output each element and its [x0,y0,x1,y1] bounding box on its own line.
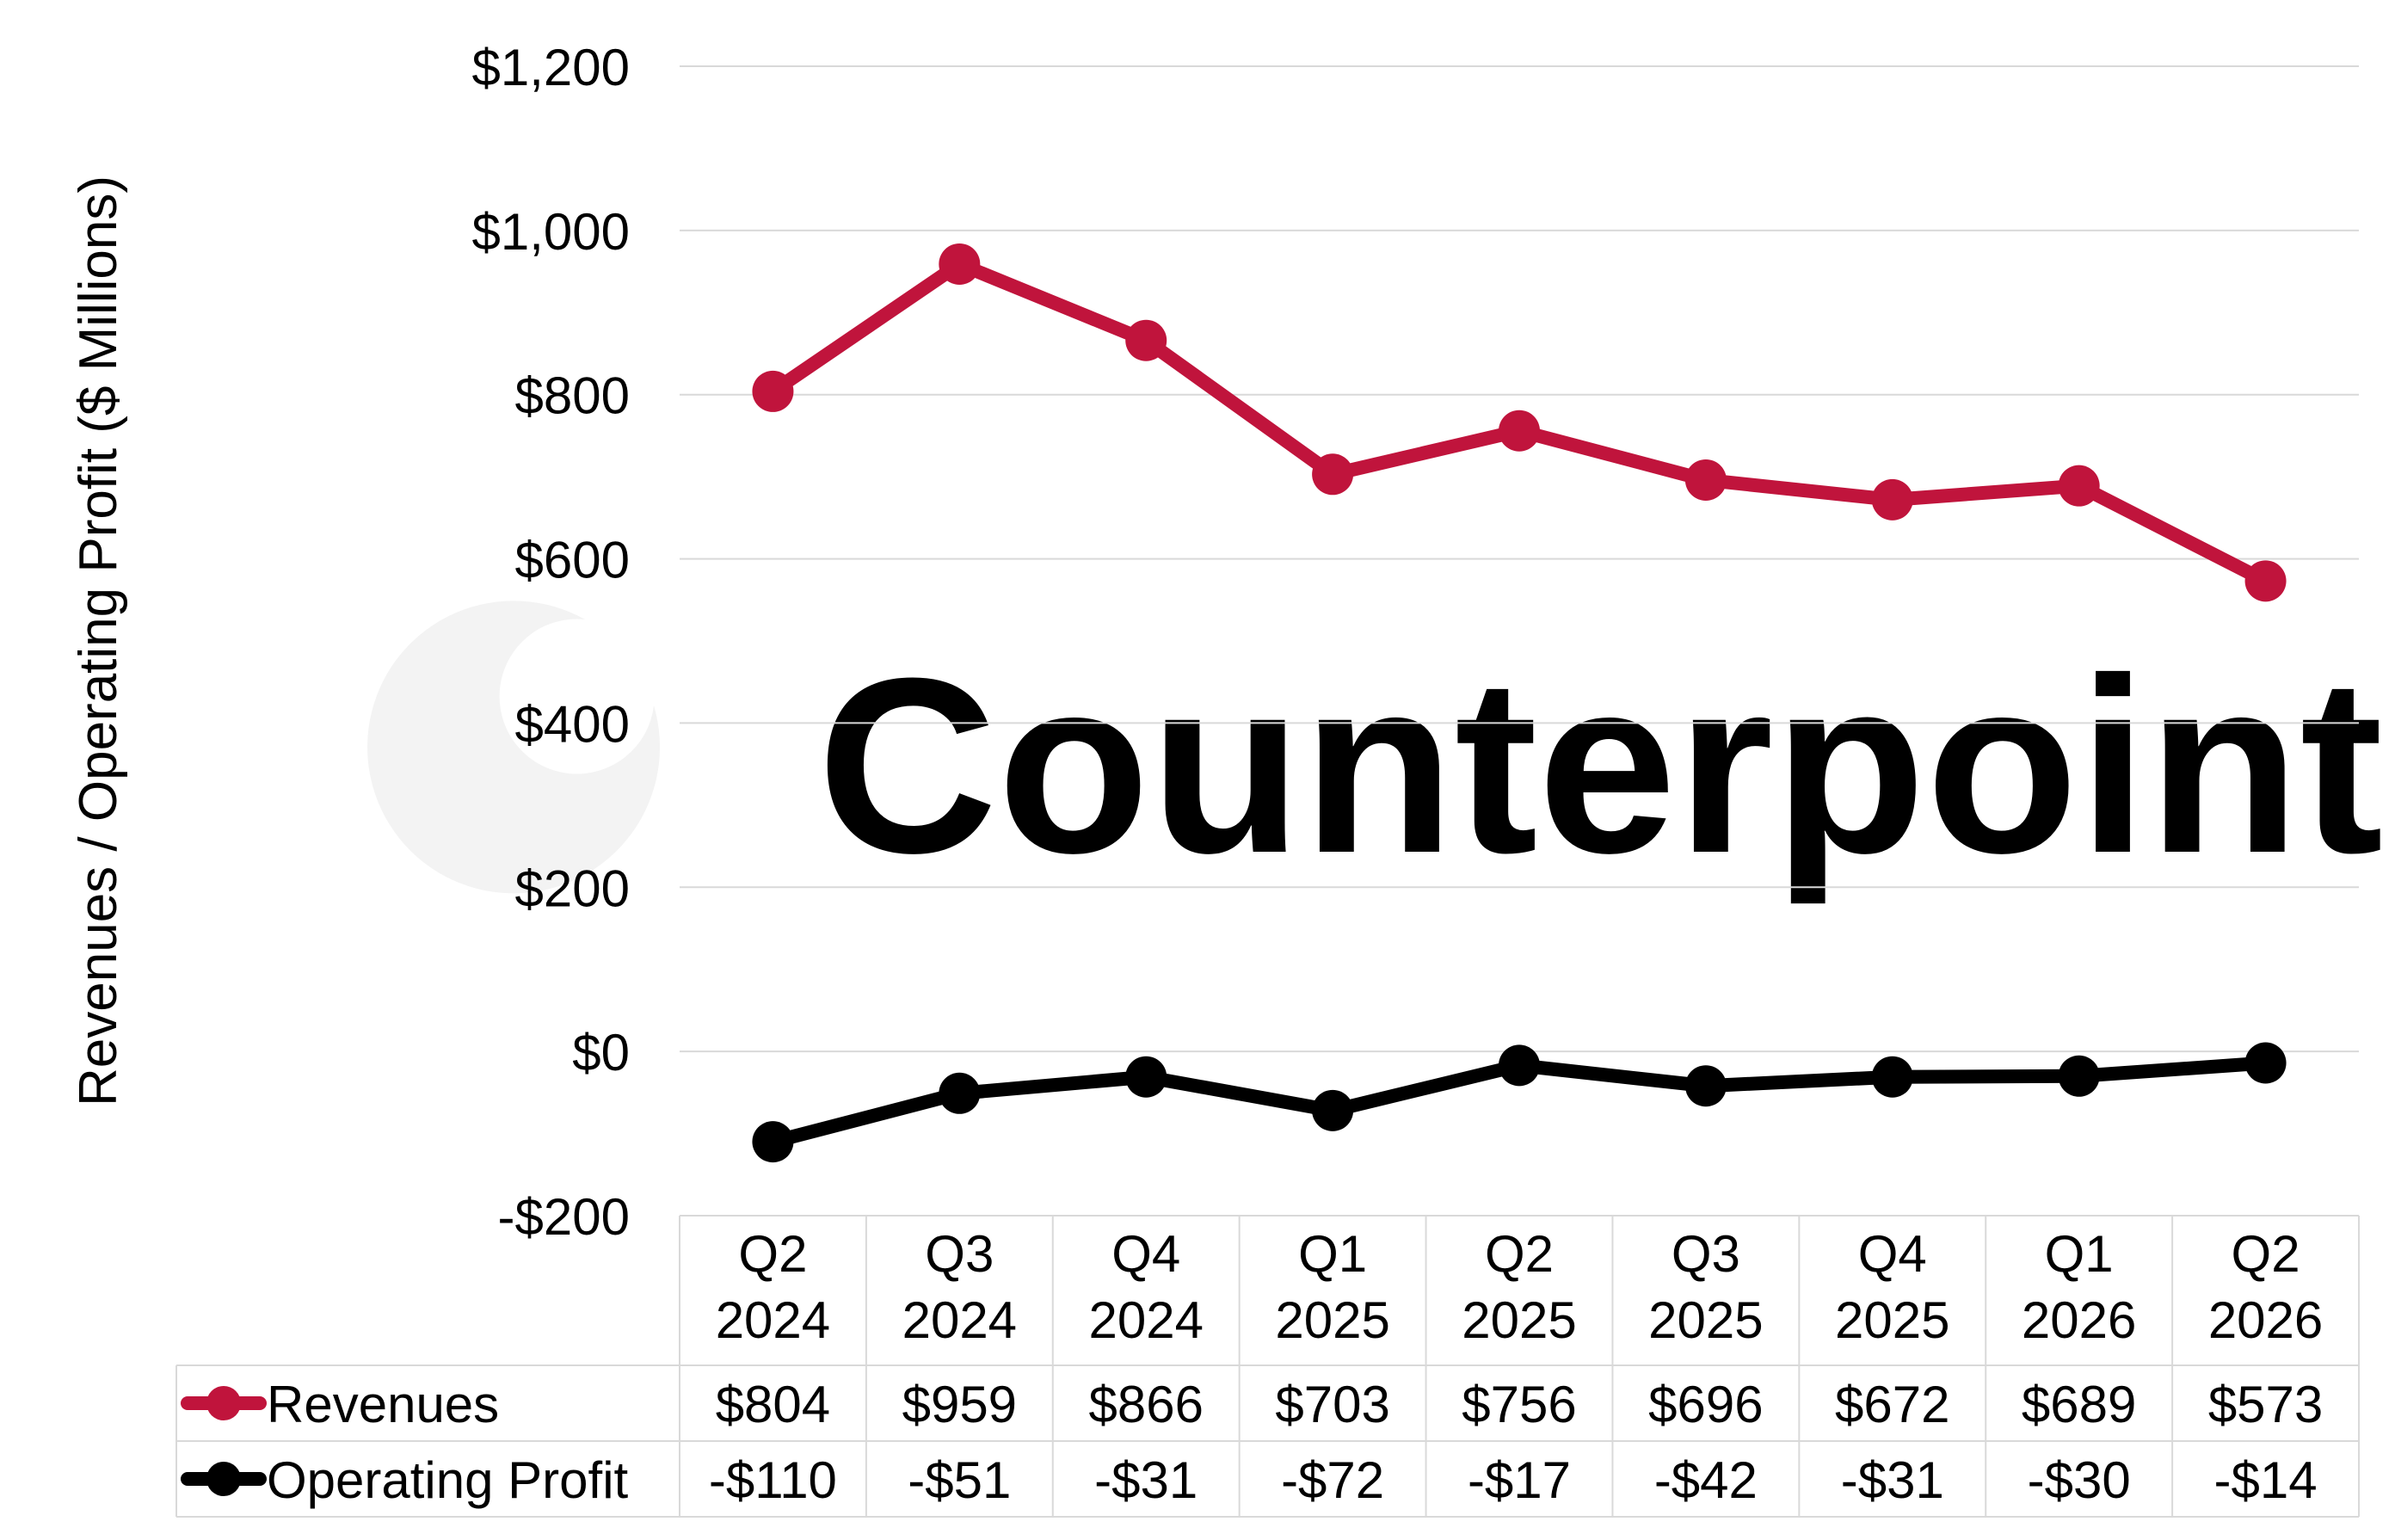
data-point [1499,1044,1540,1087]
data-point [752,370,794,412]
data-point [1871,478,1913,521]
y-tick-label: $1,000 [471,203,630,261]
legend-key-marker [206,1462,241,1496]
x-tick-label: 2024 [1088,1291,1203,1349]
data-table-cell: -$14 [2214,1451,2318,1509]
y-tick-label: $0 [572,1024,630,1081]
x-tick-label: Q2 [738,1225,807,1283]
data-table-cell: -$42 [1654,1451,1758,1509]
data-table-cell: -$31 [1841,1451,1944,1509]
x-tick-label: 2024 [716,1291,830,1349]
legend-label: Revenues [267,1376,499,1433]
data-table-cell: $959 [902,1376,1017,1433]
data-table-cell: -$31 [1094,1451,1198,1509]
data-table-cell: $689 [2022,1376,2136,1433]
data-point [2058,1055,2100,1097]
y-tick-label: $400 [515,695,630,753]
y-axis-tick-labels: -$200 $0 $200 $400 $600 $800 $1,000 $1,200 [471,39,630,1246]
data-point [939,1072,981,1114]
data-table-cell: -$72 [1281,1451,1384,1509]
data-table-cell: $703 [1275,1376,1389,1433]
data-table-cell: $804 [716,1376,830,1433]
y-tick-label: $200 [515,859,630,917]
x-tick-label: 2024 [902,1291,1017,1349]
data-point [1871,1056,1913,1098]
x-tick-label: Q3 [1672,1225,1740,1283]
x-tick-label: 2025 [1462,1291,1576,1349]
data-table: Q2 2024 Q3 2024 Q4 2024 Q1 2025 Q2 2025 Q3 2025 Q4 20… [175,1215,2360,1518]
data-point [2244,560,2287,602]
x-tick-label: 2025 [1835,1291,1949,1349]
data-point [939,243,981,285]
data-point [1684,459,1727,501]
data-table-cell: -$51 [908,1451,1011,1509]
x-tick-label: Q2 [2232,1225,2300,1283]
data-point [1125,319,1167,361]
data-table-cell: $756 [1462,1376,1576,1433]
data-table-cell: $866 [1088,1376,1203,1433]
x-tick-label: Q4 [1858,1225,1927,1283]
x-tick-label: Q3 [925,1225,994,1283]
gridlines [680,65,2359,1053]
y-tick-label: $600 [515,532,630,589]
data-point [2058,465,2100,507]
data-table-cell: -$17 [1468,1451,1571,1509]
legend-label: Operating Profit [267,1451,629,1509]
y-axis-title: Revenues / Operating Profit ($ Millions) [69,176,128,1106]
data-table-cell: -$110 [709,1451,837,1509]
data-point [752,1121,794,1163]
x-tick-label: Q1 [1298,1225,1367,1283]
data-point [1684,1065,1727,1107]
x-tick-label: Q2 [1485,1225,1554,1283]
x-tick-label: Q4 [1111,1225,1180,1283]
series [752,243,2287,1163]
data-point [1499,410,1540,452]
data-table-cell: $696 [1648,1376,1763,1433]
x-tick-label: Q1 [2045,1225,2114,1283]
watermark-text: Counterpoint [817,626,2383,906]
data-table-cell: -$30 [2028,1451,2131,1509]
data-table-cell: $573 [2208,1376,2323,1433]
data-point [1125,1056,1167,1098]
data-point [1312,1089,1354,1131]
data-point [1312,453,1354,496]
watermark: Counterpoint [367,601,2383,906]
y-tick-label: $1,200 [471,39,630,96]
y-tick-label: -$200 [498,1188,630,1246]
x-tick-label: 2026 [2022,1291,2136,1349]
x-tick-label: 2025 [1648,1291,1763,1349]
x-tick-label: 2026 [2208,1291,2323,1349]
watermark-logo-icon [367,601,661,894]
x-tick-label: 2025 [1275,1291,1389,1349]
legend-key-marker [206,1386,241,1420]
data-point [2244,1042,2287,1084]
y-tick-label: $800 [515,367,630,425]
data-table-cell: $672 [1835,1376,1949,1433]
